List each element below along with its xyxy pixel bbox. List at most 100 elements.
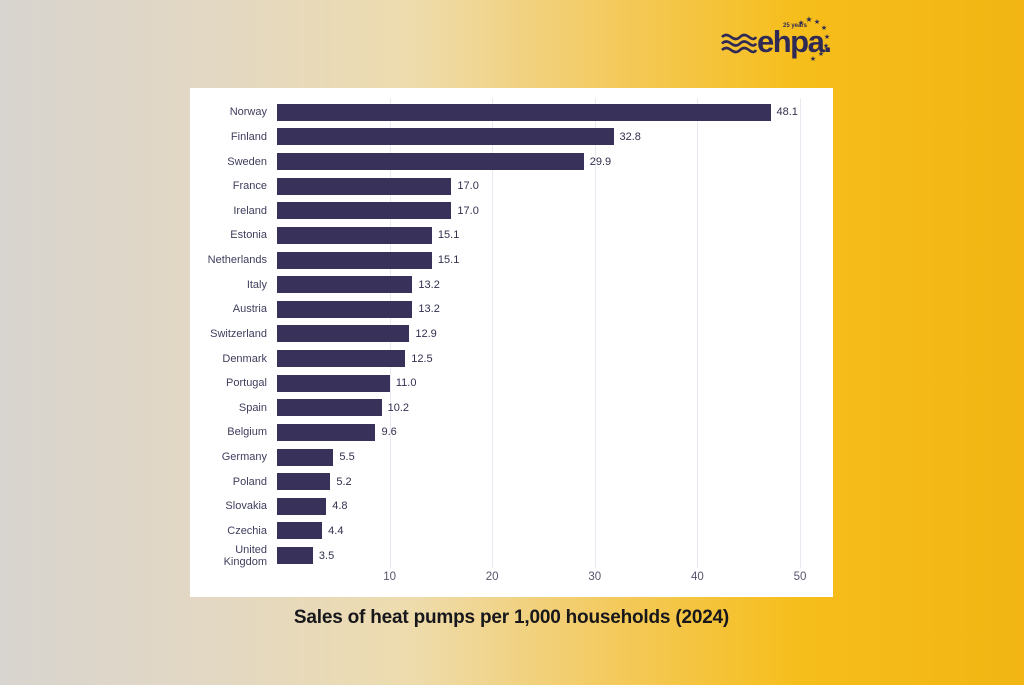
chart-title: Sales of heat pumps per 1,000 households… [293,607,730,628]
bar [277,497,327,515]
svg-text:★: ★ [798,19,804,27]
bar-track: 10.2 [277,399,833,417]
svg-text:★: ★ [810,55,816,63]
waves-icon [721,33,757,54]
value-label: 32.8 [619,130,641,143]
bar-row: Germany 5.5 [190,445,833,470]
bar [277,522,323,540]
bar-chart: Norway 48.1 Finland 32.8 Sweden 29.9 France 17.… [190,88,833,597]
bar-row: Czechia 4.4 [190,519,833,544]
svg-text:★: ★ [823,42,829,50]
bar-track: 32.8 [277,128,833,146]
value-label: 17.0 [457,180,479,193]
x-tick-label: 30 [588,571,602,583]
bar [277,350,406,368]
bar-track: 48.1 [277,103,833,121]
logo-brand-text: ehpa. [757,24,832,59]
value-label: 4.4 [328,524,344,537]
x-tick-label: 20 [485,571,499,583]
category-label: Norway [229,106,267,119]
bar-track: 12.9 [277,325,833,343]
bar-track: 3.5 [277,547,833,565]
category-label: Italy [246,278,267,291]
category-label: Germany [221,451,267,464]
bar [277,399,382,417]
value-label: 48.1 [776,106,798,119]
bar-row: Belgium 9.6 [190,420,833,445]
category-label: France [232,180,267,193]
value-label: 17.0 [457,204,479,217]
bar-row: Spain 10.2 [190,396,833,421]
value-label: 13.2 [418,278,440,291]
bar [277,177,452,195]
bar-row: Finland 32.8 [190,125,833,150]
eu-stars-icon: ★ ★ ★ ★ ★ ★ ★ ★ [798,16,830,63]
svg-text:★: ★ [818,50,824,58]
bar-row: Italy 13.2 [190,272,833,297]
value-label: 15.1 [437,254,460,267]
bar [277,473,331,491]
bar [277,153,584,171]
gridline [697,98,699,568]
category-label: Estonia [230,229,267,242]
x-tick-label: 10 [383,571,396,583]
logo-anniversary-text: 25 years [783,23,808,29]
value-label: 12.5 [411,352,433,365]
bar-row: Ireland 17.0 [190,199,833,224]
bar-track: 13.2 [277,276,833,294]
category-label: Ireland [233,204,267,217]
gridline [492,98,494,568]
value-label: 5.5 [339,451,355,464]
category-label: Austria [232,303,267,316]
category-label: Poland [232,475,267,488]
gridline [594,98,596,568]
category-label: Switzerland [210,327,267,340]
category-label: Netherlands [207,254,267,267]
bar [277,128,614,146]
chart-card: Norway 48.1 Finland 32.8 Sweden 29.9 France 17.… [190,88,833,597]
bar-track: 29.9 [277,153,833,171]
category-label: United Kingdom [223,543,267,568]
category-label: Belgium [227,426,267,439]
bar-row: Netherlands 15.1 [190,248,833,273]
category-label: Sweden [227,155,267,168]
bar [277,300,413,318]
bar-track: 12.5 [277,350,833,368]
value-label: 12.9 [415,327,437,340]
bar [277,423,376,441]
bar-track: 13.2 [277,300,833,318]
bar [277,276,413,294]
bar [277,325,410,343]
bar-track: 11.0 [277,374,833,392]
svg-text:★: ★ [824,33,830,41]
category-label: Portugal [226,377,267,390]
category-label: Slovakia [225,500,267,513]
value-label: 13.2 [418,303,440,316]
bar-row: Poland 5.2 [190,469,833,494]
bar-rows: Norway 48.1 Finland 32.8 Sweden 29.9 France 17.… [190,100,833,568]
category-label: Czechia [227,524,267,537]
bar-track: 15.1 [277,226,833,244]
value-label: 29.9 [589,155,612,168]
bar-row: United Kingdom 3.5 [190,543,833,568]
bar-track: 17.0 [277,177,833,195]
svg-text:★: ★ [821,24,827,32]
bar [277,374,390,392]
value-label: 3.5 [318,549,335,562]
bar [277,251,432,269]
value-label: 10.2 [387,401,410,414]
bar-row: Switzerland 12.9 [190,322,833,347]
bar-row: Portugal 11.0 [190,371,833,396]
bar-row: Denmark 12.5 [190,346,833,371]
bar-row: France 17.0 [190,174,833,199]
bar-row: Norway 48.1 [190,100,833,125]
value-label: 4.8 [332,500,348,513]
bar-track: 4.4 [277,522,833,540]
bar-row: Austria 13.2 [190,297,833,322]
category-label: Spain [238,401,267,414]
x-tick-label: 40 [690,571,704,583]
category-label: Finland [230,130,267,143]
bar-track: 4.8 [277,497,833,515]
bar [277,202,452,220]
bar-track: 15.1 [277,251,833,269]
